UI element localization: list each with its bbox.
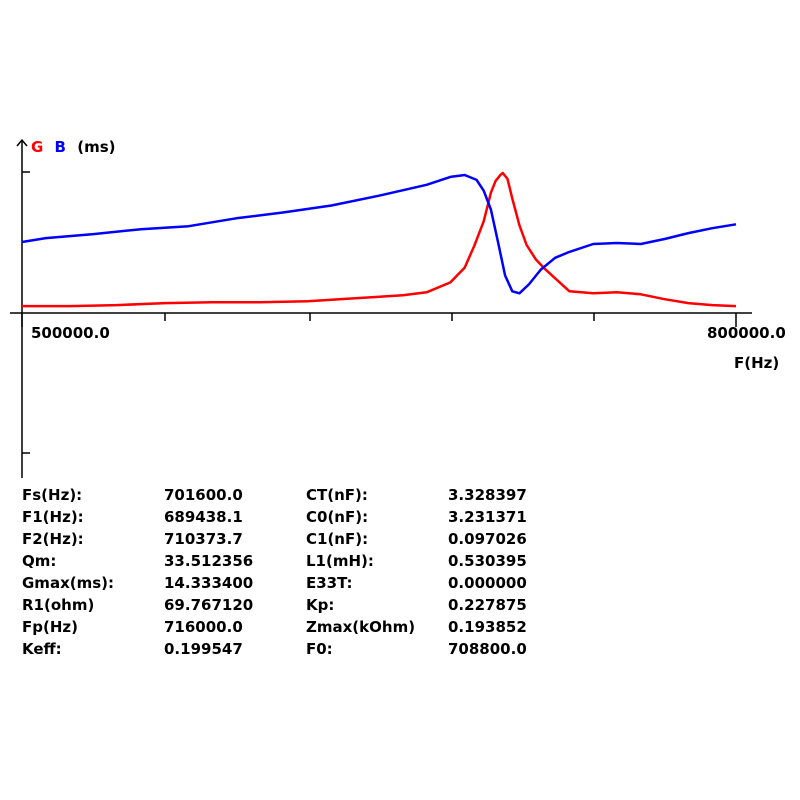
parameter-label: F0: [306, 640, 333, 658]
parameter-table: Fs(Hz): 701600.0 CT(nF): 3.328397 F1(Hz): 689… [22, 484, 568, 660]
parameter-row: Gmax(ms): 14.333400 E33T: 0.000000 [22, 572, 568, 594]
parameter-label: F1(Hz): [22, 508, 84, 526]
y-title-b: B [55, 138, 66, 156]
parameter-value: 0.199547 [164, 640, 243, 658]
parameter-row: Fp(Hz) 716000.0 Zmax(kOhm) 0.193852 [22, 616, 568, 638]
y-title-g: G [31, 138, 43, 156]
parameter-label: E33T: [306, 574, 353, 592]
parameter-value: 716000.0 [164, 618, 243, 636]
parameter-row: Fs(Hz): 701600.0 CT(nF): 3.328397 [22, 484, 568, 506]
series-line-g [22, 171, 737, 308]
parameter-row: F2(Hz): 710373.7 C1(nF): 0.097026 [22, 528, 568, 550]
parameter-value: 3.328397 [448, 486, 527, 504]
series-layer [21, 171, 737, 308]
y-axis-arrow [16, 138, 28, 147]
parameter-label: CT(nF): [306, 486, 368, 504]
parameter-value: 14.333400 [164, 574, 254, 592]
parameter-row: Keff: 0.199547 F0: 708800.0 [22, 638, 568, 660]
parameter-label: Gmax(ms): [22, 574, 115, 592]
parameter-value: 69.767120 [164, 596, 254, 614]
parameter-label: Keff: [22, 640, 62, 658]
series-line-b [21, 173, 737, 295]
parameter-value: 689438.1 [164, 508, 243, 526]
parameter-label: Zmax(kOhm) [306, 618, 416, 636]
parameter-value: 710373.7 [164, 530, 243, 548]
parameter-row: R1(ohm) 69.767120 Kp: 0.227875 [22, 594, 568, 616]
y-title-unit: (ms) [77, 138, 115, 156]
parameter-row: Qm: 33.512356 L1(mH): 0.530395 [22, 550, 568, 572]
parameter-label: Fs(Hz): [22, 486, 83, 504]
parameter-value: 701600.0 [164, 486, 243, 504]
admittance-chart: G B (ms) 500000.0 800000.0 F(Hz) [10, 138, 786, 478]
y-title: G B (ms) [31, 138, 116, 156]
x-tick-label-min: 500000.0 [31, 324, 110, 342]
parameter-label: R1(ohm) [22, 596, 95, 614]
parameter-label: Kp: [306, 596, 335, 614]
parameter-value: 0.097026 [448, 530, 527, 548]
parameter-value: 33.512356 [164, 552, 254, 570]
parameter-label: L1(mH): [306, 552, 374, 570]
parameter-value: 0.193852 [448, 618, 527, 636]
parameter-row: F1(Hz): 689438.1 C0(nF): 3.231371 [22, 506, 568, 528]
parameter-label: Qm: [22, 552, 57, 570]
parameter-label: F2(Hz): [22, 530, 84, 548]
parameter-label: C0(nF): [306, 508, 369, 526]
parameter-value: 0.530395 [448, 552, 527, 570]
parameter-label: C1(nF): [306, 530, 369, 548]
x-axis-label: F(Hz) [734, 354, 779, 372]
parameter-value: 0.227875 [448, 596, 527, 614]
parameter-value: 0.000000 [448, 574, 527, 592]
x-tick-label-max: 800000.0 [707, 324, 786, 342]
parameter-value: 708800.0 [448, 640, 527, 658]
parameter-value: 3.231371 [448, 508, 527, 526]
parameter-label: Fp(Hz) [22, 618, 78, 636]
